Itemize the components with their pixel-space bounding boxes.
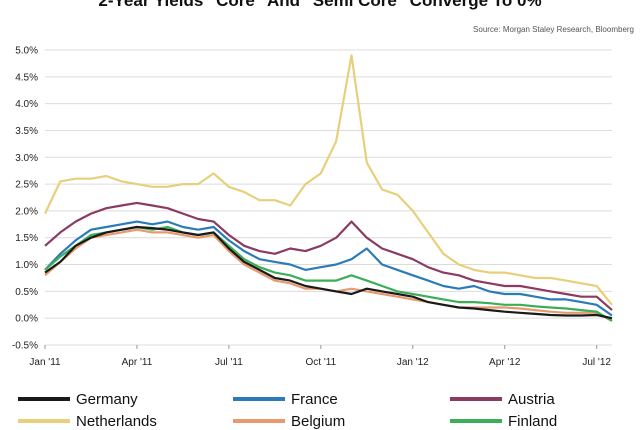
x-tick-label: Apr '12 xyxy=(489,357,521,368)
y-tick-label: 5.0% xyxy=(15,46,38,57)
y-tick-label: 3.5% xyxy=(15,126,38,137)
y-tick-label: 2.5% xyxy=(15,180,38,191)
legend-item-germany: Germany xyxy=(18,390,138,408)
legend-swatch xyxy=(450,397,502,401)
y-tick-label: 0.0% xyxy=(15,314,38,325)
x-tick-label: Jan '11 xyxy=(29,357,61,368)
x-tick-label: Jan '12 xyxy=(397,357,429,368)
y-tick-label: 3.0% xyxy=(15,153,38,164)
grid-lines xyxy=(45,49,612,346)
y-tick-label: 4.5% xyxy=(15,72,38,83)
x-tick-label: Oct '11 xyxy=(306,357,337,368)
y-tick-label: 4.0% xyxy=(15,99,38,110)
legend-item-finland: Finland xyxy=(450,412,557,430)
y-tick-label: 1.5% xyxy=(15,233,38,244)
chart-title: 2-Year Yields "Core" And "Semi Core" Con… xyxy=(98,0,542,10)
legend-label: France xyxy=(291,390,338,408)
x-tick-label: Apr '11 xyxy=(122,357,153,368)
legend-swatch xyxy=(18,397,70,401)
legend-label: Netherlands xyxy=(76,412,157,430)
y-tick-label: 2.0% xyxy=(15,206,38,217)
legend-label: Austria xyxy=(508,390,555,408)
legend-item-belgium: Belgium xyxy=(233,412,345,430)
series-line-austria xyxy=(44,201,613,311)
y-tick-label: 0.5% xyxy=(15,287,38,298)
series-line-france xyxy=(44,220,613,317)
series-line-netherlands xyxy=(44,54,613,306)
legend-item-netherlands: Netherlands xyxy=(18,412,157,430)
legend-label: Germany xyxy=(76,390,138,408)
legend-item-austria: Austria xyxy=(450,390,555,408)
y-tick-label: 1.0% xyxy=(15,260,38,271)
series-lines xyxy=(44,54,613,322)
x-tick-label: Jul '11 xyxy=(215,357,243,368)
chart-legend: Germany France Austria Netherlands Belgium Fi… xyxy=(0,388,640,430)
legend-label: Belgium xyxy=(291,412,346,430)
line-chart: 5.0% 4.5% 4.0% 3.5% 3.0% 2.5% 2.0% 1.5% 1.0% 0.5%… xyxy=(12,46,613,368)
series-line-belgium xyxy=(44,228,613,322)
x-tick-label: Jul '12 xyxy=(582,357,611,368)
series-line-germany xyxy=(44,225,613,320)
x-axis-ticks: Jan '11 Apr '11 Jul '11 Oct '11 Jan '12 Apr '… xyxy=(29,345,611,368)
y-tick-label: -0.5% xyxy=(12,341,38,352)
chart-source: Source: Morgan Staley Research, Bloomber… xyxy=(473,25,634,34)
legend-item-france: France xyxy=(233,390,338,408)
legend-swatch xyxy=(233,397,285,401)
legend-label: Finland xyxy=(508,412,558,430)
y-axis-ticks: 5.0% 4.5% 4.0% 3.5% 3.0% 2.5% 2.0% 1.5% 1.0% 0.5%… xyxy=(12,46,38,352)
